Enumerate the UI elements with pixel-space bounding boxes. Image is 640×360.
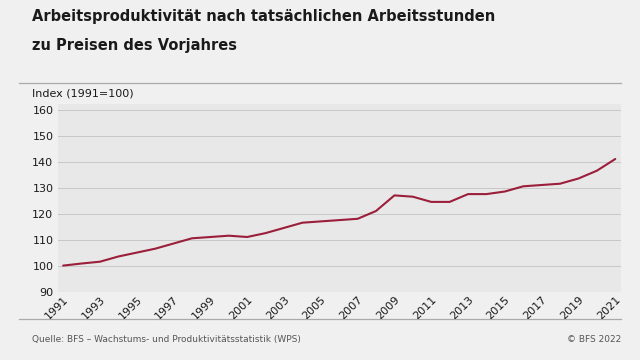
Text: Quelle: BFS – Wachstums- und Produktivitätsstatistik (WPS): Quelle: BFS – Wachstums- und Produktivit… xyxy=(32,335,301,344)
Text: Arbeitsproduktivität nach tatsächlichen Arbeitsstunden: Arbeitsproduktivität nach tatsächlichen … xyxy=(32,9,495,24)
Text: zu Preisen des Vorjahres: zu Preisen des Vorjahres xyxy=(32,38,237,53)
Text: © BFS 2022: © BFS 2022 xyxy=(566,335,621,344)
Text: Index (1991=100): Index (1991=100) xyxy=(32,88,134,98)
